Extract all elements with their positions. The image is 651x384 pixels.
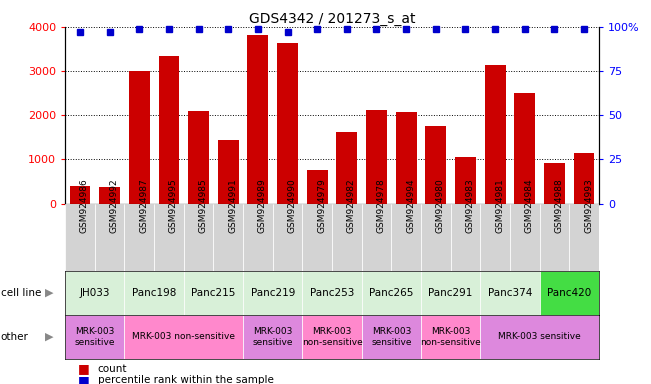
Bar — [362, 204, 391, 271]
Bar — [391, 204, 421, 271]
Text: JH033: JH033 — [79, 288, 110, 298]
Text: Panc198: Panc198 — [132, 288, 176, 298]
Text: GSM924979: GSM924979 — [317, 178, 326, 233]
Text: GSM924982: GSM924982 — [347, 178, 356, 233]
Bar — [218, 141, 239, 204]
Text: MRK-003
sensitive: MRK-003 sensitive — [74, 327, 115, 347]
Bar — [337, 132, 357, 204]
Text: count: count — [98, 364, 127, 374]
Text: Panc374: Panc374 — [488, 288, 532, 298]
Bar — [70, 186, 90, 204]
Bar — [362, 271, 421, 315]
Text: Panc253: Panc253 — [310, 288, 354, 298]
Text: Panc291: Panc291 — [428, 288, 473, 298]
Text: ■: ■ — [78, 374, 90, 384]
Text: MRK-003 sensitive: MRK-003 sensitive — [498, 333, 581, 341]
Bar — [307, 170, 327, 204]
Bar — [124, 204, 154, 271]
Text: ■: ■ — [78, 362, 90, 375]
Bar — [574, 153, 594, 204]
Bar — [65, 204, 95, 271]
Bar — [426, 126, 446, 204]
Bar — [362, 315, 421, 359]
Text: GSM924980: GSM924980 — [436, 178, 445, 233]
Text: GSM924983: GSM924983 — [465, 178, 475, 233]
Bar — [65, 315, 124, 359]
Text: GSM924991: GSM924991 — [229, 178, 237, 233]
Text: ▶: ▶ — [44, 332, 53, 342]
Bar — [247, 35, 268, 204]
Text: MRK-003
non-sensitive: MRK-003 non-sensitive — [301, 327, 363, 347]
Bar — [421, 315, 480, 359]
Bar — [243, 204, 273, 271]
Text: cell line: cell line — [1, 288, 41, 298]
Bar — [396, 112, 417, 204]
Text: ▶: ▶ — [44, 288, 53, 298]
Bar — [421, 271, 480, 315]
Text: MRK-003
sensitive: MRK-003 sensitive — [253, 327, 293, 347]
Text: GSM924994: GSM924994 — [406, 178, 415, 233]
Bar — [129, 71, 150, 204]
Text: MRK-003
sensitive: MRK-003 sensitive — [371, 327, 411, 347]
Bar — [188, 111, 209, 204]
Text: GSM924987: GSM924987 — [139, 178, 148, 233]
Bar — [124, 315, 243, 359]
Bar — [214, 204, 243, 271]
Bar — [124, 271, 184, 315]
Bar — [159, 56, 179, 204]
Bar — [480, 271, 540, 315]
Text: other: other — [1, 332, 29, 342]
Text: Panc265: Panc265 — [369, 288, 413, 298]
Bar — [302, 315, 362, 359]
Bar — [273, 204, 302, 271]
Bar — [366, 110, 387, 204]
Bar — [421, 204, 450, 271]
Bar — [569, 204, 599, 271]
Bar — [184, 271, 243, 315]
Text: GSM924992: GSM924992 — [109, 178, 118, 233]
Bar — [544, 163, 565, 204]
Text: Panc215: Panc215 — [191, 288, 236, 298]
Bar — [243, 315, 302, 359]
Text: GSM924989: GSM924989 — [258, 178, 267, 233]
Bar — [480, 204, 510, 271]
Bar — [184, 204, 214, 271]
Text: GDS4342 / 201273_s_at: GDS4342 / 201273_s_at — [249, 12, 415, 25]
Bar — [302, 204, 332, 271]
Bar — [455, 157, 476, 204]
Bar — [332, 204, 362, 271]
Bar — [485, 65, 506, 204]
Text: GSM924981: GSM924981 — [495, 178, 504, 233]
Bar — [540, 271, 599, 315]
Bar — [95, 204, 124, 271]
Text: Panc219: Panc219 — [251, 288, 295, 298]
Text: GSM924995: GSM924995 — [169, 178, 178, 233]
Bar — [480, 315, 599, 359]
Bar — [277, 43, 298, 204]
Text: percentile rank within the sample: percentile rank within the sample — [98, 375, 273, 384]
Text: GSM924978: GSM924978 — [376, 178, 385, 233]
Bar — [540, 204, 569, 271]
Text: Panc420: Panc420 — [547, 288, 591, 298]
Bar — [514, 93, 535, 204]
Bar — [302, 271, 362, 315]
Text: MRK-003
non-sensitive: MRK-003 non-sensitive — [421, 327, 481, 347]
Text: MRK-003 non-sensitive: MRK-003 non-sensitive — [132, 333, 235, 341]
Bar — [154, 204, 184, 271]
Text: GSM924985: GSM924985 — [199, 178, 208, 233]
Bar — [450, 204, 480, 271]
Bar — [99, 187, 120, 204]
Text: GSM924988: GSM924988 — [555, 178, 563, 233]
Text: GSM924984: GSM924984 — [525, 178, 534, 233]
Text: GSM924986: GSM924986 — [80, 178, 89, 233]
Bar — [65, 271, 124, 315]
Text: GSM924993: GSM924993 — [584, 178, 593, 233]
Bar — [243, 271, 302, 315]
Bar — [510, 204, 540, 271]
Text: GSM924990: GSM924990 — [288, 178, 296, 233]
